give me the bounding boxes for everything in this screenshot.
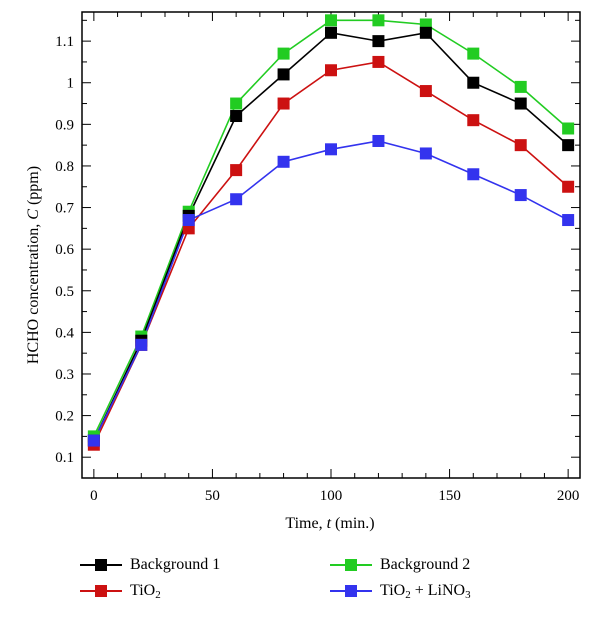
- legend-label-background-1: Background 1: [130, 556, 221, 573]
- x-tick-label: 100: [320, 488, 343, 504]
- data-point-tio2: [419, 85, 432, 98]
- y-tick-label: 0.9: [55, 117, 74, 133]
- data-point-background-1: [325, 26, 337, 39]
- legend-swatch-background-1: [80, 554, 122, 576]
- data-point-tio2-lino3: [277, 155, 290, 168]
- y-tick-label: 0.2: [55, 409, 74, 425]
- x-tick-label: 50: [205, 488, 220, 504]
- x-axis-label: Time, t (min.): [285, 515, 374, 532]
- data-point-background-1: [514, 97, 527, 110]
- data-point-tio2: [325, 64, 337, 77]
- legend-item-background-1: Background 1: [80, 554, 220, 576]
- legend: Background 1 Background 2 TiO2 TiO2 + Li…: [80, 552, 560, 612]
- y-tick-label: 0.8: [55, 159, 74, 175]
- data-point-tio2: [562, 180, 575, 193]
- data-point-background-1: [230, 110, 243, 123]
- legend-item-tio2-linos: TiO2 + LiNO3: [330, 580, 471, 602]
- series-line-background-1: [93, 31, 569, 441]
- legend-label-tio2-lino3: TiO2 + LiNO3: [380, 582, 471, 601]
- data-point-tio2-lino3: [562, 214, 575, 227]
- y-tick-label: 1: [67, 76, 75, 92]
- data-point-background-1: [372, 35, 385, 48]
- legend-item-background-2: Background 2: [330, 554, 470, 576]
- series-line-background-2: [93, 19, 569, 437]
- data-point-tio2-lino3: [372, 134, 385, 147]
- chart-marks: [87, 14, 575, 451]
- chart: 0 50 100 150 200 0.1 0.2 0.3 0.4 0.5 0.6 0.7 0.8 0.9 1…: [25, 11, 581, 532]
- legend-swatch-background-2: [330, 554, 372, 576]
- data-point-background-1: [419, 26, 432, 39]
- y-tick-label: 0.5: [55, 284, 74, 300]
- y-axis-label: HCHO concentration, C (ppm): [25, 166, 42, 364]
- data-point-tio2-lino3: [419, 147, 432, 160]
- legend-swatch-tio2: [80, 580, 122, 602]
- data-point-tio2: [372, 55, 385, 68]
- y-tick-label: 0.3: [55, 367, 74, 383]
- data-point-tio2-lino3: [325, 143, 337, 156]
- plot-frame: [81, 11, 581, 479]
- data-point-tio2: [230, 164, 243, 177]
- x-tick-label: 0: [90, 488, 98, 504]
- x-tick-label: 150: [438, 488, 461, 504]
- data-point-tio2-lino3: [230, 193, 243, 206]
- data-point-background-2: [325, 14, 337, 27]
- data-point-tio2-lino3: [514, 189, 527, 202]
- legend-label-tio2: TiO2: [130, 582, 161, 601]
- data-point-tio2-lino3: [467, 168, 480, 181]
- y-tick-label: 0.1: [55, 450, 74, 466]
- data-point-background-1: [277, 68, 290, 81]
- data-point-background-2: [467, 47, 480, 60]
- y-tick-label: 0.7: [55, 201, 74, 217]
- data-point-background-2: [277, 47, 290, 60]
- data-point-background-1: [562, 139, 575, 152]
- legend-label-background-2: Background 2: [380, 556, 471, 573]
- y-tick-label: 1.1: [55, 34, 74, 50]
- axes: 0 50 100 150 200 0.1 0.2 0.3 0.4 0.5 0.6 0.7 0.8 0.9 1…: [55, 11, 581, 504]
- y-tick-label: 0.6: [55, 242, 74, 258]
- data-point-background-1: [467, 76, 480, 89]
- data-point-tio2: [467, 114, 480, 127]
- legend-item-tio2: TiO2: [80, 580, 161, 602]
- data-point-background-2: [514, 80, 527, 93]
- data-point-tio2-lino3: [87, 434, 100, 447]
- data-point-tio2-lino3: [182, 214, 195, 227]
- data-point-background-2: [372, 14, 385, 27]
- data-point-tio2-lino3: [135, 338, 148, 351]
- legend-swatch-tio2-lino3: [330, 580, 372, 602]
- data-point-background-2: [562, 122, 575, 135]
- series-line-tio2: [93, 61, 569, 446]
- x-tick-label: 200: [557, 488, 580, 504]
- series-line-tio2-lino3: [93, 140, 569, 441]
- data-point-background-2: [230, 97, 243, 110]
- data-point-tio2: [277, 97, 290, 110]
- y-tick-label: 0.4: [55, 325, 74, 341]
- data-point-tio2: [514, 139, 527, 152]
